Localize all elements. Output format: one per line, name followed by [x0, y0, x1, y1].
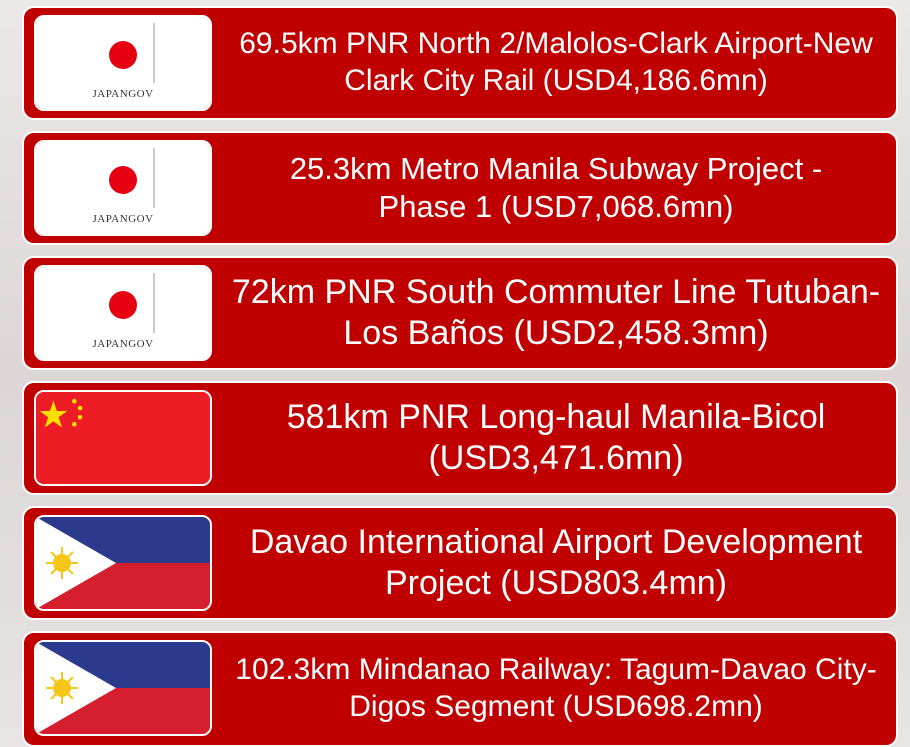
- project-label: Davao International Airport Development …: [249, 522, 863, 602]
- japan-logo-graphic: JAPANGOV: [36, 142, 210, 234]
- japan-logo: JAPANGOV: [34, 140, 212, 236]
- philippines-flag: [34, 515, 212, 611]
- project-row: JAPANGOV 69.5km PNR North 2/Malolos-Clar…: [22, 6, 898, 120]
- project-label: 69.5km PNR North 2/Malolos-Clark Airport…: [239, 27, 873, 97]
- philippines-flag-graphic: [36, 517, 210, 609]
- japan-logo: JAPANGOV: [34, 265, 212, 361]
- logo-text: JAPANGOV: [92, 338, 153, 350]
- china-flag-graphic: [36, 392, 210, 484]
- project-row: 102.3km Mindanao Railway: Tagum-Davao Ci…: [22, 631, 898, 747]
- japan-logo: JAPANGOV: [34, 15, 212, 111]
- project-label: 102.3km Mindanao Railway: Tagum-Davao Ci…: [235, 653, 877, 723]
- logo-text: JAPANGOV: [92, 88, 153, 100]
- project-row: JAPANGOV 72km PNR South Commuter Line Tu…: [22, 256, 898, 370]
- project-row: Davao International Airport Development …: [22, 506, 898, 620]
- logo-text: JAPANGOV: [92, 213, 153, 225]
- philippines-flag-graphic: [36, 642, 210, 734]
- project-row: 581km PNR Long-haul Manila-Bicol (USD3,4…: [22, 381, 898, 495]
- japan-logo-graphic: JAPANGOV: [36, 17, 210, 109]
- project-label: 72km PNR South Commuter Line Tutuban-Los…: [231, 272, 881, 352]
- project-label: 25.3km Metro Manila Subway Project - Pha…: [289, 151, 823, 224]
- china-flag: [34, 390, 212, 486]
- philippines-flag: [34, 640, 212, 736]
- japan-logo-graphic: JAPANGOV: [36, 267, 210, 359]
- project-row: JAPANGOV 25.3km Metro Manila Subway Proj…: [22, 131, 898, 245]
- project-label: 581km PNR Long-haul Manila-Bicol (USD3,4…: [286, 397, 826, 477]
